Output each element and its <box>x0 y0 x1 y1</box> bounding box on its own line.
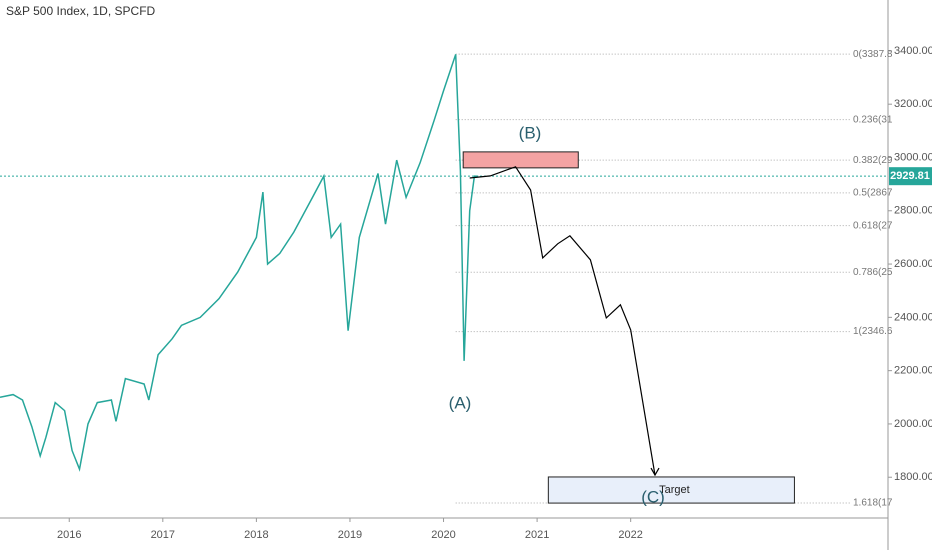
y-tick-label: 3400.00 <box>894 45 932 57</box>
annotation: (C) <box>641 487 665 506</box>
x-tick-label: 2016 <box>57 529 81 541</box>
fib-label: 0.5(2867 <box>853 188 893 199</box>
y-tick-label: 1800.00 <box>894 471 932 483</box>
last-price-label: 2929.81 <box>890 170 930 182</box>
x-tick-label: 2021 <box>525 529 549 541</box>
y-tick-label: 3000.00 <box>894 151 932 163</box>
y-tick-label: 2400.00 <box>894 311 932 323</box>
fib-label: 0.786(25 <box>853 267 893 278</box>
annotation: (A) <box>449 393 472 412</box>
x-tick-label: 2022 <box>618 529 642 541</box>
y-tick-label: 2200.00 <box>894 365 932 377</box>
price-line <box>0 54 479 472</box>
last-price-tag <box>889 167 932 186</box>
y-tick-label: 2800.00 <box>894 205 932 217</box>
projection-path <box>469 166 656 476</box>
x-tick-label: 2018 <box>244 529 268 541</box>
y-tick-label: 2000.00 <box>894 418 932 430</box>
zone-box <box>462 151 579 169</box>
arrow-head <box>650 467 660 477</box>
zone-box <box>547 476 795 504</box>
x-tick-label: 2017 <box>151 529 175 541</box>
fib-label: 0.618(27 <box>853 220 893 231</box>
x-tick-label: 2019 <box>338 529 362 541</box>
zone-label: Target <box>659 484 690 496</box>
annotation: (B) <box>519 123 542 142</box>
fib-label: 0(3387.8 <box>853 49 893 60</box>
fib-label: 0.382(29 <box>853 155 893 166</box>
fib-label: 1(2346.6 <box>853 326 893 337</box>
fib-label: 0.236(31 <box>853 114 893 125</box>
x-tick-label: 2020 <box>431 529 455 541</box>
y-tick-label: 2600.00 <box>894 258 932 270</box>
y-tick-label: 3200.00 <box>894 98 932 110</box>
chart-title: S&P 500 Index, 1D, SPCFD <box>6 4 156 18</box>
fib-label: 1.618(17 <box>853 498 893 509</box>
